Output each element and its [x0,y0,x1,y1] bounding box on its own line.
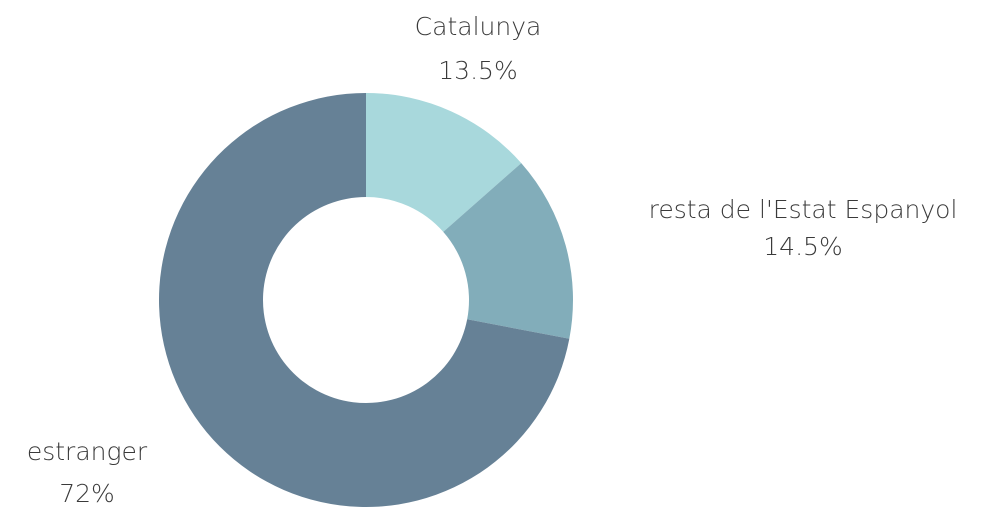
donut-slice [158,93,570,508]
donut-slice [366,93,522,232]
slice-label: Catalunya [415,12,542,41]
slice-label: resta de l'Estat Espanyol [649,195,958,224]
slice-value-label: 13.5% [438,56,517,85]
donut-slice [443,163,573,339]
slice-value-label: 72% [59,479,115,508]
slice-value-label: 14.5% [763,232,842,261]
slice-label: estranger [27,437,148,466]
